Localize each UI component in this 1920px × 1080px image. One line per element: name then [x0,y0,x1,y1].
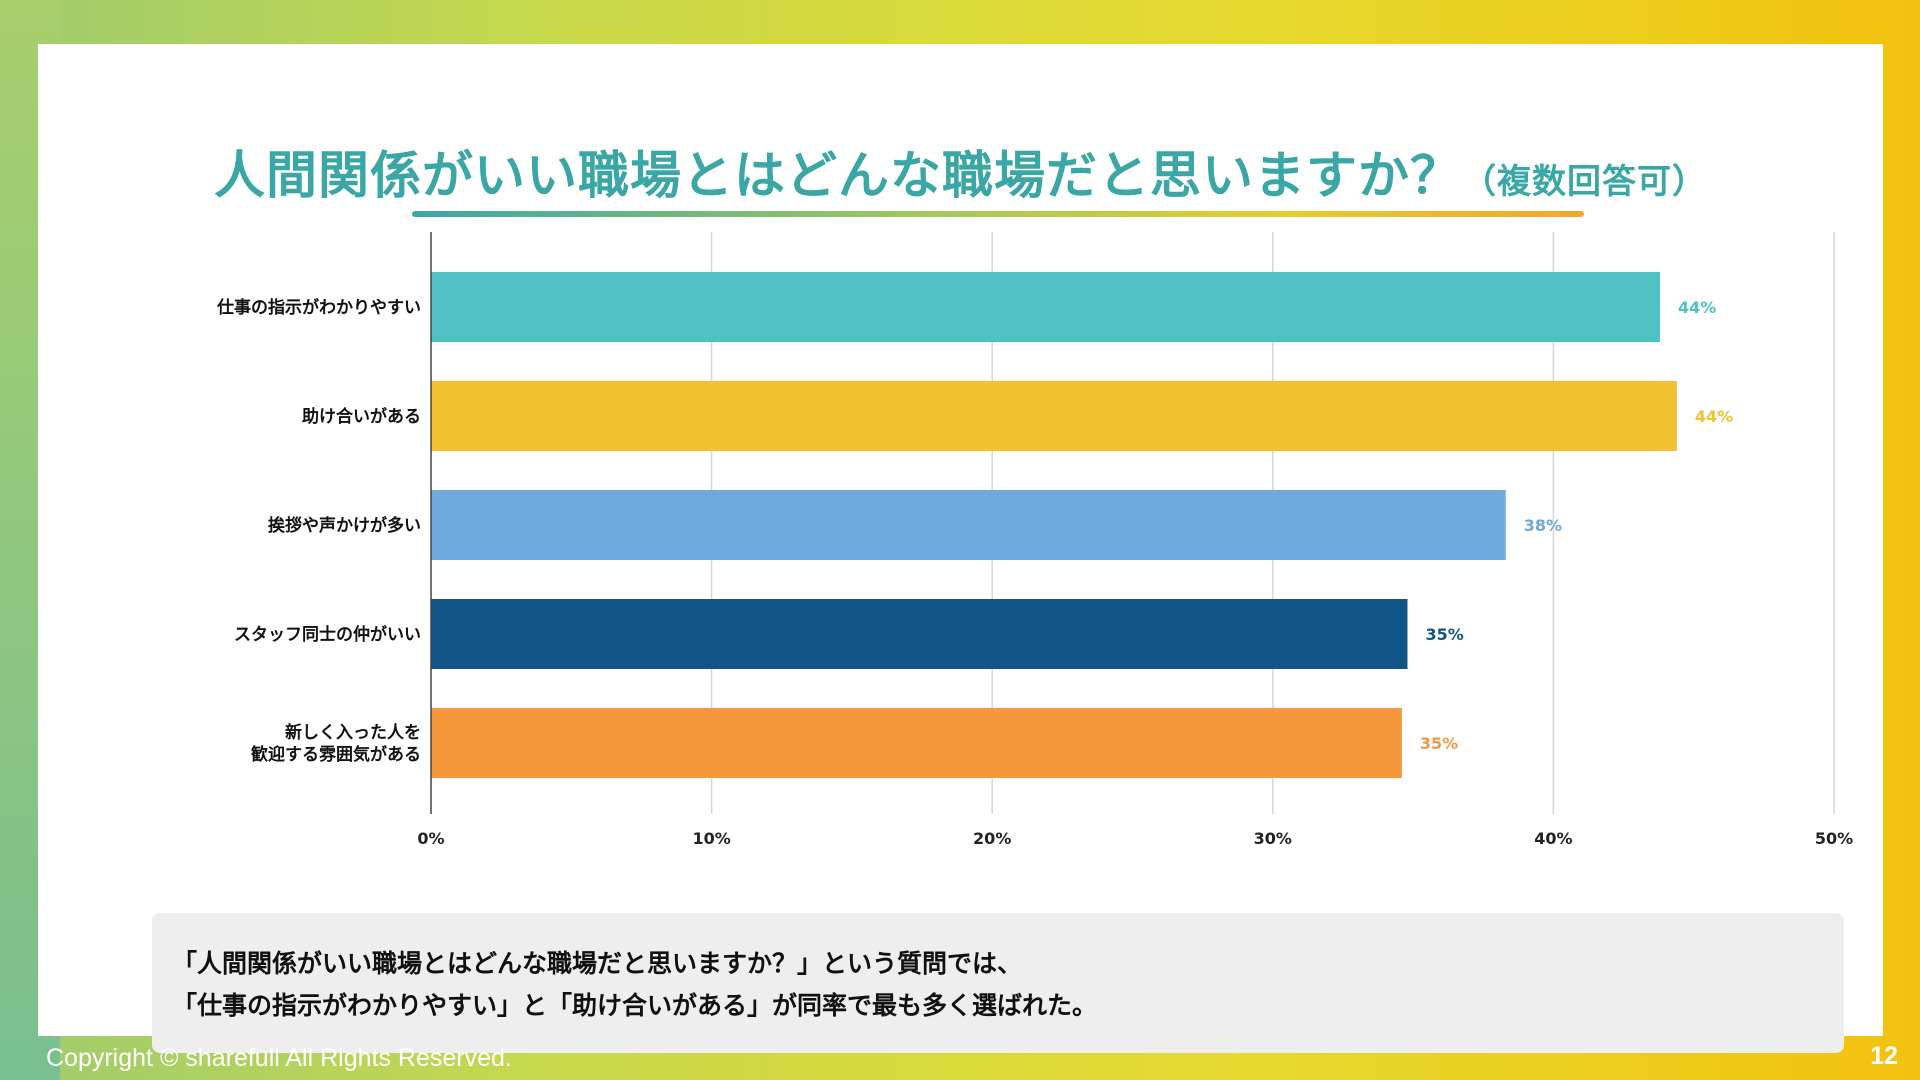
data-label: 35% [1425,625,1463,644]
bar [431,599,1408,669]
bar [431,708,1402,778]
bar [431,490,1506,560]
category-label: 仕事の指示がわかりやすい [216,297,421,318]
x-tick-label: 20% [973,829,1011,848]
category-label: 挨拶や声かけが多い [268,515,421,536]
slide-panel: 人間関係がいい職場とはどんな職場だと思いますか？（複数回答可） 0% 10% 20%… [38,44,1883,1053]
data-label: 44% [1695,407,1733,426]
bar [431,272,1661,342]
copyright: Copyright © sharefull All Rights Reserve… [46,1044,512,1072]
x-tick-label: 50% [1815,829,1853,848]
summary-box: 「人間関係がいい職場とはどんな職場だと思いますか？」という質問では、 「仕事の指… [152,913,1844,1053]
category-label: 新しく入った人を [285,722,421,743]
data-label: 44% [1678,298,1716,317]
x-tick-label: 0% [417,829,444,848]
data-label: 38% [1524,516,1562,535]
title-underline [412,211,1584,217]
data-label: 35% [1420,734,1458,753]
category-label: スタッフ同士の仲がいい [234,624,421,645]
x-tick-label: 10% [692,829,730,848]
category-label: 歓迎する雰囲気がある [251,744,421,765]
summary-line-1: 「人間関係がいい職場とはどんな職場だと思いますか？」という質問では、 [172,949,1023,978]
slide-title: 人間関係がいい職場とはどんな職場だと思いますか？（複数回答可） [38,134,1883,208]
title-sub: （複数回答可） [1462,162,1707,202]
bar-chart: 0% 10% 20% 30% 40% 50% 44% 仕事の指示がわかりやすい 44% 助け合いが… [216,232,1853,848]
summary-line-2: 「仕事の指示がわかりやすい」と「助け合いがある」が同率で最も多く選ばれた。 [172,991,1098,1020]
x-tick-label: 40% [1534,829,1572,848]
title-main: 人間関係がいい職場とはどんな職場だと思いますか？ [213,147,1462,206]
bar [431,381,1677,451]
page-number: 12 [1870,1042,1898,1070]
category-label: 助け合いがある [302,406,421,427]
x-tick-label: 30% [1254,829,1292,848]
